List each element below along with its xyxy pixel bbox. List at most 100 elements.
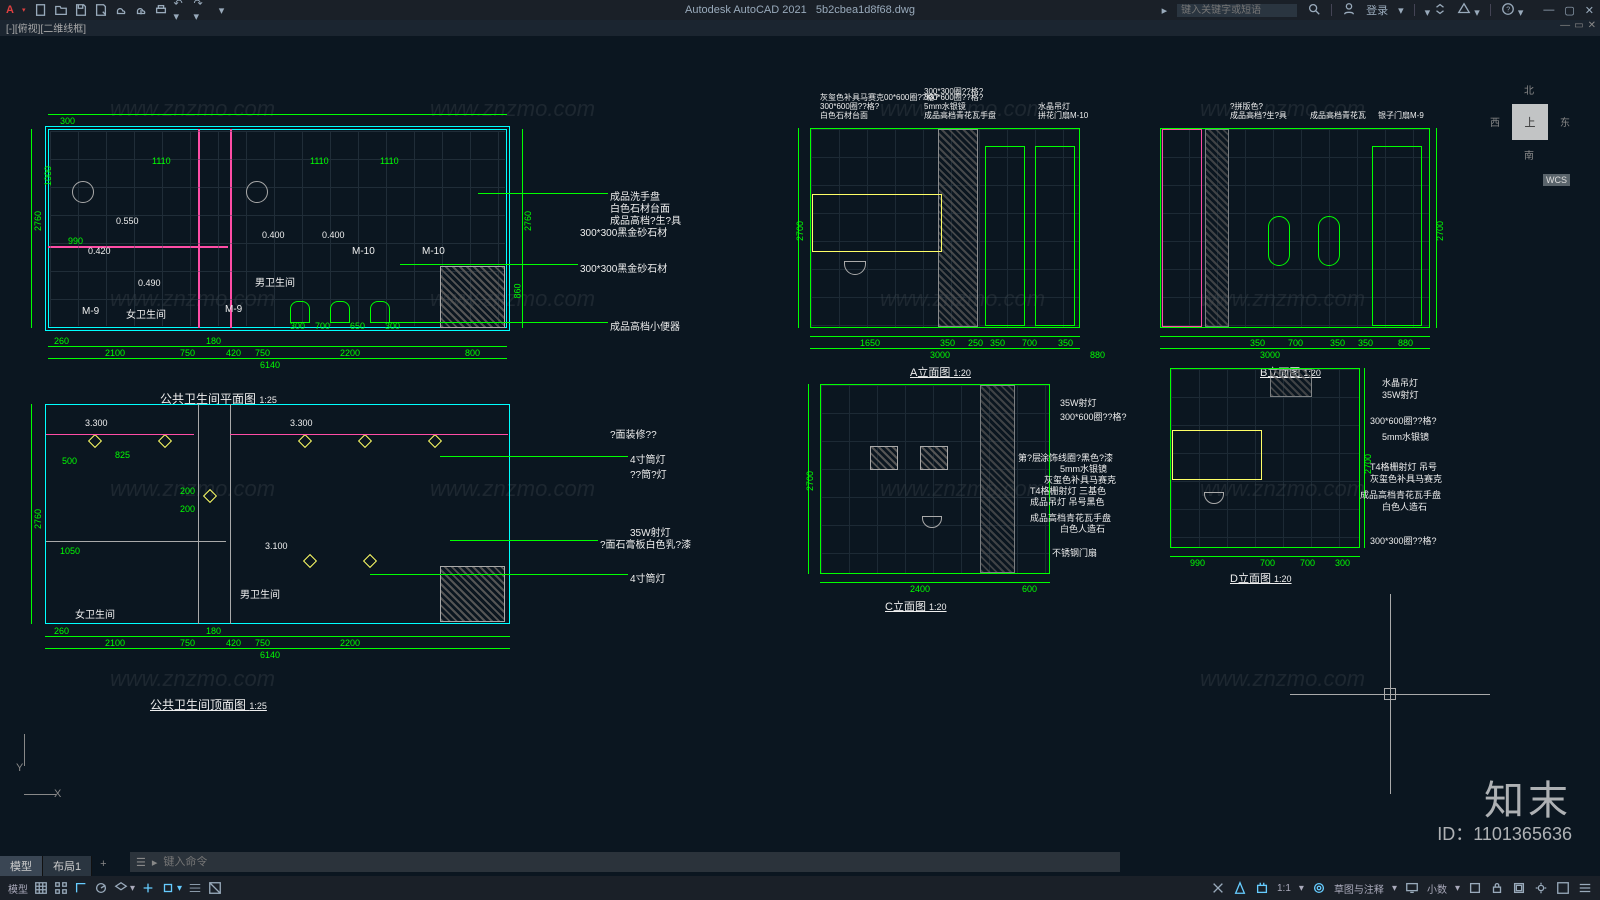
- workspace-icon[interactable]: [1312, 881, 1326, 895]
- search-icon[interactable]: [1307, 2, 1321, 19]
- dim: 350: [990, 338, 1005, 348]
- dim: 2760: [33, 211, 43, 231]
- quickprops-icon[interactable]: [1468, 881, 1482, 895]
- isolate-icon[interactable]: [1534, 881, 1548, 895]
- viewcube-east[interactable]: 东: [1560, 114, 1570, 129]
- osnap-icon[interactable]: [141, 881, 155, 896]
- transparency-icon[interactable]: [208, 881, 222, 896]
- login-button[interactable]: 登录: [1366, 2, 1388, 18]
- lineweight-icon[interactable]: [188, 881, 202, 896]
- door-tag: M-9: [82, 306, 99, 317]
- dim: 260: [54, 626, 69, 636]
- viewcube-north[interactable]: 北: [1524, 82, 1534, 97]
- qat-more-icon[interactable]: ▾: [213, 2, 229, 18]
- dim: 2700: [805, 471, 815, 491]
- dim: 2760: [33, 509, 43, 529]
- dim: 350: [940, 338, 955, 348]
- tab-model[interactable]: 模型: [0, 856, 43, 876]
- user-icon[interactable]: [1342, 2, 1356, 19]
- vp-minimize-icon[interactable]: —: [1560, 20, 1570, 31]
- exchange-icon[interactable]: ▾: [1425, 2, 1448, 19]
- drawing-elevation-d: 990 700 700 300 2700 水晶吊灯 35W射灯 300*600圈…: [1160, 364, 1470, 594]
- dim: 350: [1330, 338, 1345, 348]
- search-input[interactable]: [1177, 4, 1297, 17]
- title-bar: Autodesk AutoCAD 2021 5b2cbea1d8f68.dwg: [685, 4, 915, 16]
- dim: 1050: [60, 546, 80, 556]
- annotation: 300*600圈??格?: [1060, 410, 1127, 423]
- annotation: 35W射灯: [1060, 396, 1097, 409]
- units-button[interactable]: 小数: [1427, 881, 1447, 896]
- save-icon[interactable]: [73, 2, 89, 18]
- drawing-canvas[interactable]: 北 南 东 西 上 WCS www.znzmo.com www.znzmo.co…: [0, 36, 1600, 876]
- dim: 700: [1022, 338, 1037, 348]
- level-mark: 3.300: [290, 418, 313, 428]
- dim: 990: [68, 236, 83, 246]
- divider: [1331, 4, 1332, 16]
- undo-icon[interactable]: ↶ ▾: [173, 2, 189, 18]
- otrack-icon[interactable]: ▾: [161, 881, 182, 896]
- search-chevron-icon[interactable]: ▸: [1162, 4, 1168, 17]
- annotation: 成品高档青花瓦: [1310, 110, 1366, 121]
- autoscale-icon[interactable]: [1255, 881, 1269, 895]
- redo-icon[interactable]: ↷ ▾: [193, 2, 209, 18]
- status-model-button[interactable]: 模型: [8, 881, 28, 896]
- drawing-title: 公共卫生间顶面图 1:25: [150, 696, 267, 713]
- drawing-elevation-a: 灰玺色补具马赛克00*600圈??格? 300*600圈??格? 白色石材台面 …: [790, 86, 1110, 376]
- open-icon[interactable]: [53, 2, 69, 18]
- annotation: 银子门扇M-9: [1378, 110, 1424, 121]
- room-label-female: 女卫生间: [75, 606, 115, 621]
- new-icon[interactable]: [33, 2, 49, 18]
- vp-restore-icon[interactable]: ▭: [1574, 20, 1583, 31]
- polar-icon[interactable]: [94, 881, 108, 896]
- app-title: Autodesk AutoCAD 2021: [685, 4, 807, 16]
- plot-icon[interactable]: [153, 2, 169, 18]
- viewcube[interactable]: 北 南 东 西 上: [1490, 82, 1570, 162]
- command-line[interactable]: ☰ ▸: [130, 852, 1120, 872]
- scale-display[interactable]: 1:1: [1277, 883, 1291, 894]
- cloud-open-icon[interactable]: [113, 2, 129, 18]
- dim: 2200: [340, 638, 360, 648]
- dim: 2100: [105, 348, 125, 358]
- workspace-label[interactable]: 草图与注释: [1334, 881, 1384, 896]
- annotation-monitor-icon[interactable]: [1405, 881, 1419, 895]
- annotation: 拼花门扇M-10: [1038, 110, 1088, 121]
- isodraft-icon[interactable]: ▾: [114, 881, 135, 896]
- minimize-icon[interactable]: —: [1543, 4, 1554, 16]
- vp-close-icon[interactable]: ✕: [1588, 20, 1596, 31]
- a360-icon[interactable]: ▾: [1457, 2, 1480, 19]
- lock-ui-icon[interactable]: [1490, 881, 1504, 895]
- tab-layout1[interactable]: 布局1: [43, 856, 92, 876]
- dim: 650: [350, 321, 365, 331]
- hardware-accel-icon[interactable]: [1512, 881, 1526, 895]
- cmdline-history-icon[interactable]: ☰: [136, 856, 146, 869]
- grid-icon[interactable]: [34, 881, 48, 896]
- help-icon[interactable]: ? ▾: [1501, 2, 1524, 19]
- command-input[interactable]: [163, 856, 1114, 868]
- status-bar: 模型 ▾ ▾ 1:1▾ 草图与注释▾ 小数▾: [0, 876, 1600, 900]
- saveas-icon[interactable]: [93, 2, 109, 18]
- ortho-icon[interactable]: [74, 881, 88, 896]
- dim: 1110: [380, 156, 399, 166]
- close-icon[interactable]: ✕: [1585, 4, 1594, 17]
- annotation: 300*300圈??格?: [1370, 534, 1437, 547]
- annotation: 300*300圈??格?: [924, 86, 983, 97]
- drafting-toggle-icon[interactable]: [1211, 881, 1225, 895]
- level-mark: 0.400: [262, 230, 285, 240]
- cleanscreen-icon[interactable]: [1556, 881, 1570, 895]
- viewcube-south[interactable]: 南: [1524, 147, 1534, 162]
- snap-icon[interactable]: [54, 881, 68, 896]
- maximize-icon[interactable]: ▢: [1564, 4, 1574, 17]
- viewcube-top-face[interactable]: 上: [1512, 104, 1548, 140]
- wcs-badge[interactable]: WCS: [1543, 174, 1570, 186]
- cloud-save-icon[interactable]: [133, 2, 149, 18]
- customize-icon[interactable]: [1578, 881, 1592, 895]
- viewport-label[interactable]: [-][俯视][二维线框]: [6, 24, 86, 35]
- annotation: 300*600圈??格?: [1370, 414, 1437, 427]
- viewcube-west[interactable]: 西: [1490, 114, 1500, 129]
- annotation: 300*300黑金砂石材: [580, 224, 667, 239]
- annotation-scale-icon[interactable]: [1233, 881, 1247, 895]
- login-dropdown-icon[interactable]: ▾: [1398, 4, 1404, 17]
- tab-add[interactable]: +: [92, 856, 114, 876]
- dim: 880: [1090, 350, 1105, 360]
- annotation: 白色人造石: [1382, 500, 1427, 513]
